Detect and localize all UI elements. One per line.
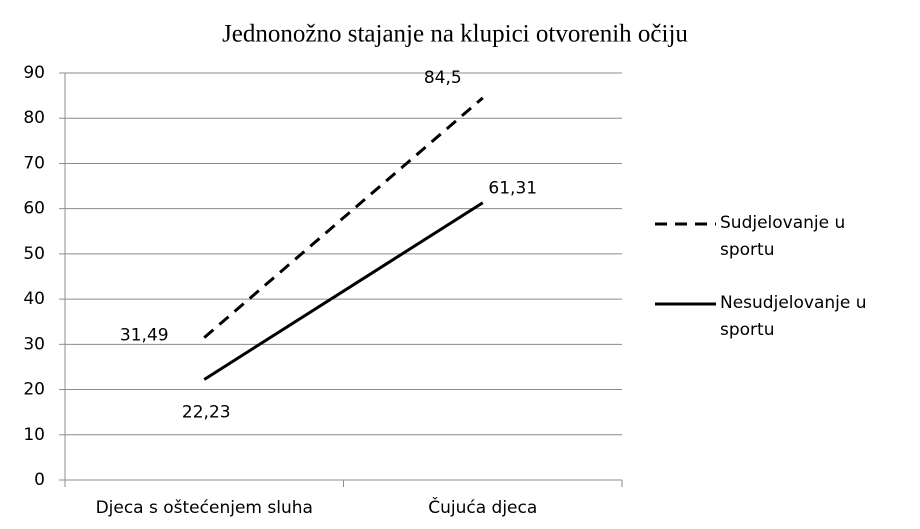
data-label: 84,5 — [424, 68, 462, 88]
y-tick-label: 10 — [23, 425, 45, 445]
series-line — [203, 96, 484, 339]
y-tick-label: 60 — [23, 199, 45, 219]
series-line — [203, 201, 484, 381]
chart-title: Jednonožno stajanje na klupici otvorenih… — [222, 21, 688, 48]
data-label: 61,31 — [488, 179, 537, 199]
y-tick-label: 30 — [23, 334, 45, 354]
data-label: 31,49 — [120, 326, 169, 346]
y-tick-label: 80 — [23, 108, 45, 128]
legend-label: Nesudjelovanje u sportu — [720, 293, 867, 340]
y-tick-label: 90 — [23, 63, 45, 83]
y-tick-label: 70 — [23, 153, 45, 173]
data-label: 22,23 — [182, 402, 231, 422]
x-tick-label: Čujuća djeca — [428, 496, 537, 518]
legend-label: Sudjelovanje u sportu — [720, 213, 846, 260]
x-tick-label: Djeca s oštećenjem sluha — [96, 498, 313, 518]
y-tick-label: 0 — [34, 470, 45, 490]
y-tick-label: 20 — [23, 380, 45, 400]
y-tick-label: 50 — [23, 244, 45, 264]
y-tick-label: 40 — [23, 289, 45, 309]
